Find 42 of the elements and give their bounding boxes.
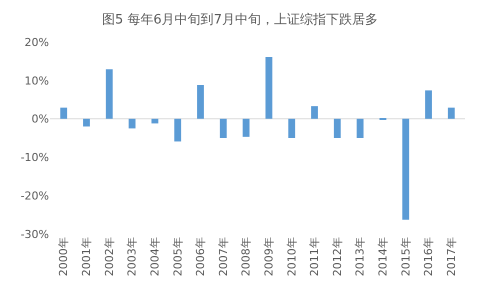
bar (197, 85, 204, 119)
bar (220, 118, 227, 138)
x-tick-label: 2005年 (171, 237, 184, 276)
x-tick-label: 2007年 (216, 237, 230, 276)
x-tick-label: 2003年 (126, 237, 139, 276)
x-tick-label: 2002年 (102, 237, 116, 276)
x-tick-label: 2006年 (194, 237, 208, 276)
y-tick-label: -20% (20, 189, 49, 202)
x-tick-label: 2017年 (444, 237, 458, 276)
bar (174, 118, 182, 142)
bar (151, 118, 158, 124)
x-tick-label: 2013年 (354, 237, 367, 276)
bar (60, 108, 68, 119)
bar (311, 106, 318, 119)
y-tick-label: 0% (32, 112, 49, 126)
y-tick-label: 20% (24, 36, 49, 49)
x-tick-label: 2010年 (285, 237, 298, 276)
x-tick-label: 2015年 (399, 237, 412, 276)
bar (402, 118, 410, 220)
x-tick-label: 2000年 (57, 237, 70, 276)
bar (106, 69, 113, 119)
x-tick-label: 2004年 (148, 237, 162, 276)
x-tick-label: 2016年 (422, 237, 436, 276)
y-tick-label: -30% (20, 228, 49, 241)
x-tick-label: 2014年 (376, 237, 390, 276)
bar (288, 118, 296, 138)
x-tick-label: 2011年 (308, 237, 322, 276)
y-tick-label: 10% (24, 74, 49, 88)
chart-title: 图5 每年6月中旬到7月中旬，上证综指下跌居多 (102, 12, 378, 28)
bar (448, 108, 455, 119)
y-tick-label: -10% (20, 151, 49, 164)
bar (425, 90, 432, 119)
bar (334, 118, 341, 138)
bar (356, 118, 364, 138)
x-tick-label: 2001年 (80, 237, 94, 276)
bar (128, 118, 136, 128)
x-tick-label: 2012年 (330, 237, 344, 276)
bar (83, 118, 90, 126)
x-tick-label: 2009年 (262, 237, 276, 276)
bar (242, 118, 250, 137)
x-tick-label: 2008年 (240, 237, 253, 276)
bar (265, 56, 272, 119)
